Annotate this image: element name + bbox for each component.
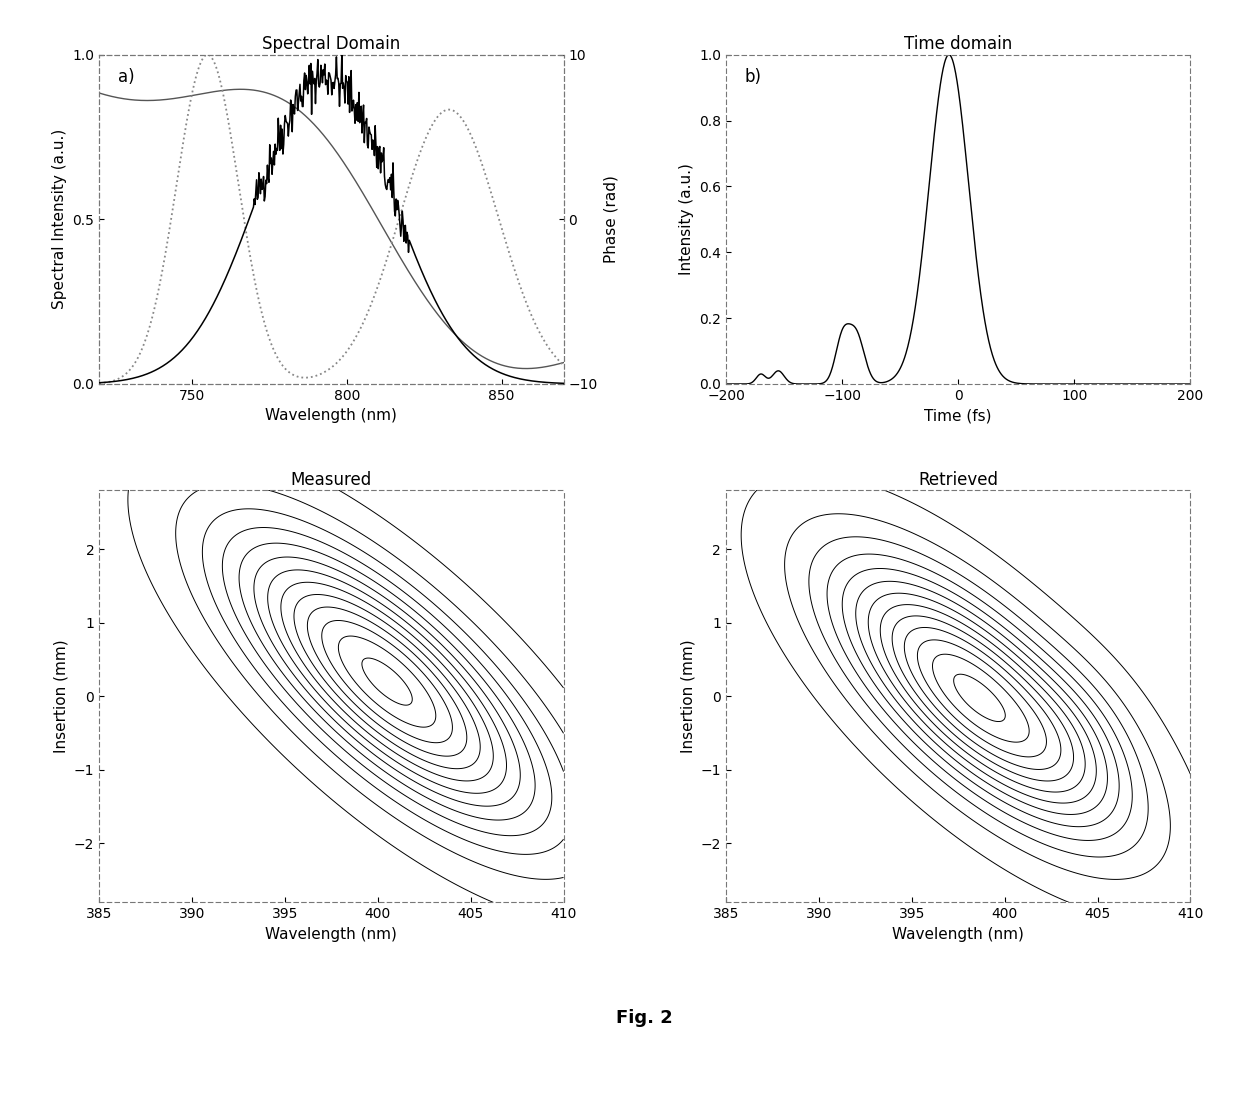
Text: Fig. 2: Fig. 2 [616,1010,673,1027]
Title: Spectral Domain: Spectral Domain [262,35,401,54]
Title: Measured: Measured [290,470,372,489]
Y-axis label: Phase (rad): Phase (rad) [603,175,619,264]
Y-axis label: Insertion (mm): Insertion (mm) [53,640,68,753]
Text: a): a) [118,68,134,85]
X-axis label: Wavelength (nm): Wavelength (nm) [265,927,397,942]
X-axis label: Wavelength (nm): Wavelength (nm) [893,927,1024,942]
Y-axis label: Intensity (a.u.): Intensity (a.u.) [678,163,693,276]
Y-axis label: Spectral Intensity (a.u.): Spectral Intensity (a.u.) [52,129,67,310]
Text: b): b) [745,68,761,85]
X-axis label: Time (fs): Time (fs) [925,408,992,423]
Title: Retrieved: Retrieved [919,470,998,489]
Title: Time domain: Time domain [904,35,1012,54]
Y-axis label: Insertion (mm): Insertion (mm) [681,640,696,753]
X-axis label: Wavelength (nm): Wavelength (nm) [265,408,397,423]
